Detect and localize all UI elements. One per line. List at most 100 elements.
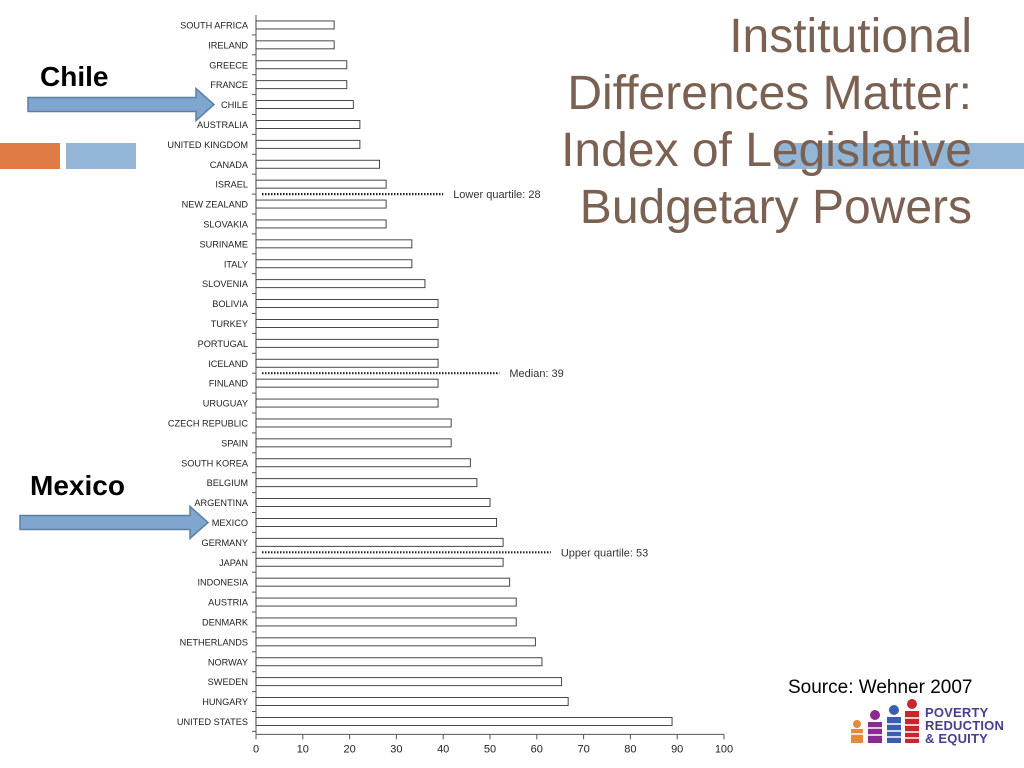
bar-bolivia <box>255 299 439 308</box>
x-tick-label-0: 0 <box>253 743 259 755</box>
category-label-chile: CHILE <box>221 100 248 110</box>
category-label-south-korea: SOUTH KOREA <box>181 458 249 468</box>
category-label-norway: NORWAY <box>208 657 248 667</box>
category-label-israel: ISRAEL <box>215 180 248 190</box>
category-label-slovakia: SLOVAKIA <box>203 219 249 229</box>
bar-iceland <box>255 358 439 368</box>
x-tick-label-60: 60 <box>531 743 543 755</box>
bar-australia <box>255 119 361 129</box>
bar-denmark <box>255 617 517 627</box>
bar-israel <box>255 179 387 189</box>
bar-united-states <box>255 717 673 726</box>
bar-finland <box>255 378 439 388</box>
category-label-united-kingdom: UNITED KINGDOM <box>167 140 248 150</box>
category-label-bolivia: BOLIVIA <box>212 299 249 309</box>
category-label-portugal: PORTUGAL <box>198 339 248 349</box>
bar-slovenia <box>255 279 426 289</box>
bar-netherlands <box>255 637 536 647</box>
arrow-chile-icon <box>27 86 216 123</box>
reference-label-median-39: Median: 39 <box>509 368 563 380</box>
bar-france <box>255 80 348 90</box>
category-label-japan: JAPAN <box>219 558 248 568</box>
logo-text-line1: POVERTY <box>925 705 989 720</box>
category-label-italy: ITALY <box>224 259 248 269</box>
category-label-germany: GERMANY <box>202 538 248 548</box>
chile-annotation-label: Chile <box>40 61 109 92</box>
bar-germany <box>255 537 504 547</box>
bar-suriname <box>255 239 413 249</box>
poverty-reduction-equity-logo: POVERTY REDUCTION & EQUITY <box>848 698 1018 748</box>
category-label-indonesia: INDONESIA <box>197 578 248 588</box>
reference-label-lower-quartile-28: Lower quartile: 28 <box>453 189 540 201</box>
category-label-sweden: SWEDEN <box>208 677 248 687</box>
accent-bar-blue-right <box>778 143 1024 169</box>
category-label-greece: GREECE <box>209 60 248 70</box>
category-label-netherlands: NETHERLANDS <box>180 637 248 647</box>
people-figures-icon <box>851 699 919 743</box>
bar-norway <box>255 657 543 667</box>
category-label-slovenia: SLOVENIA <box>202 279 249 289</box>
bar-czech-republic <box>255 418 452 428</box>
accent-bar-orange <box>0 143 60 169</box>
category-label-mexico: MEXICO <box>212 518 248 528</box>
category-label-uruguay: URUGUAY <box>203 399 248 409</box>
category-label-turkey: TURKEY <box>211 319 248 329</box>
x-tick-label-100: 100 <box>715 743 733 755</box>
category-label-france: FRANCE <box>210 80 248 90</box>
category-label-belgium: BELGIUM <box>207 478 248 488</box>
bar-belgium <box>255 478 478 488</box>
category-label-finland: FINLAND <box>209 379 249 389</box>
category-label-canada: CANADA <box>210 160 249 170</box>
bar-mexico <box>255 518 498 527</box>
bar-united-kingdom <box>255 139 361 149</box>
logo-text-line3: & EQUITY <box>925 731 988 746</box>
bar-uruguay <box>255 398 439 408</box>
category-label-austria: AUSTRIA <box>208 598 249 608</box>
category-label-iceland: ICELAND <box>208 359 248 369</box>
bar-hungary <box>255 697 569 706</box>
category-label-spain: SPAIN <box>221 438 248 448</box>
x-tick-label-40: 40 <box>437 743 449 755</box>
bar-chile <box>255 100 354 110</box>
x-tick-label-20: 20 <box>343 743 355 755</box>
bar-turkey <box>255 319 439 328</box>
bar-new-zealand <box>255 199 387 209</box>
bar-spain <box>255 438 452 448</box>
logo-text-line2: REDUCTION <box>925 718 1005 733</box>
category-label-south-africa: SOUTH AFRICA <box>180 20 249 30</box>
source-citation: Source: Wehner 2007 <box>788 677 973 698</box>
bar-south-africa <box>255 20 335 30</box>
category-label-united-states: UNITED STATES <box>177 717 248 727</box>
bar-slovakia <box>255 219 387 229</box>
category-label-australia: AUSTRALIA <box>197 120 249 130</box>
category-label-ireland: IRELAND <box>208 40 248 50</box>
bar-south-korea <box>255 458 471 468</box>
bar-indonesia <box>255 577 511 587</box>
slide-title: Institutional Differences Matter: Index of… <box>561 10 972 234</box>
x-tick-label-70: 70 <box>577 743 589 755</box>
x-tick-label-50: 50 <box>484 743 496 755</box>
arrow-mexico-icon <box>19 504 210 541</box>
bar-italy <box>255 259 413 269</box>
category-label-suriname: SURINAME <box>200 239 249 249</box>
x-tick-label-30: 30 <box>390 743 402 755</box>
bar-canada <box>255 159 381 169</box>
bar-ireland <box>255 40 335 50</box>
category-label-czech-republic: CZECH REPUBLIC <box>168 418 249 428</box>
category-label-hungary: HUNGARY <box>202 697 248 707</box>
reference-label-upper-quartile-53: Upper quartile: 53 <box>561 547 648 559</box>
category-label-new-zealand: NEW ZEALAND <box>182 200 249 210</box>
bar-portugal <box>255 338 439 348</box>
x-tick-label-10: 10 <box>297 743 309 755</box>
category-label-denmark: DENMARK <box>202 617 249 627</box>
bar-japan <box>255 557 504 567</box>
mexico-annotation-label: Mexico <box>30 470 125 501</box>
bar-austria <box>255 597 517 607</box>
bar-argentina <box>255 498 491 507</box>
category-label-argentina: ARGENTINA <box>194 498 248 508</box>
x-tick-label-80: 80 <box>624 743 636 755</box>
bar-greece <box>255 60 348 70</box>
x-tick-label-90: 90 <box>671 743 683 755</box>
bar-sweden <box>255 677 563 687</box>
